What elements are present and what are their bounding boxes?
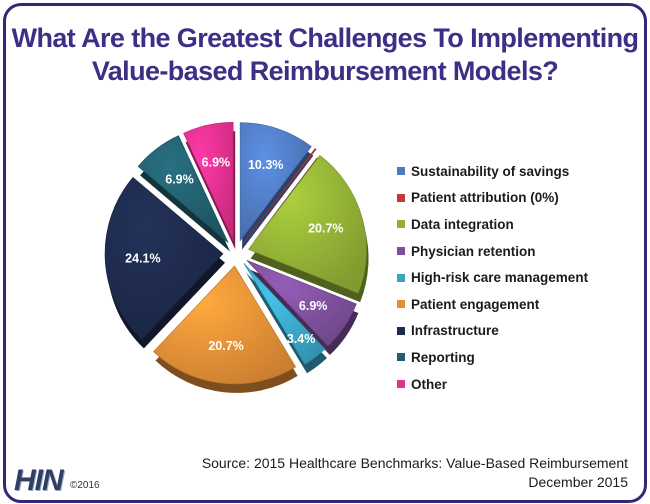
legend-label-0: Sustainability of savings: [411, 163, 570, 179]
legend-item-5: Patient engagement: [397, 291, 588, 318]
legend-swatch-2: [397, 220, 405, 229]
pie-data-label-5: 20.7%: [208, 339, 243, 353]
pie-data-label-8: 6.9%: [202, 155, 231, 169]
legend-label-8: Other: [411, 376, 448, 392]
pie-slice-high-risk-care-management: [243, 263, 326, 365]
legend-swatch-6: [397, 326, 405, 335]
legend-label-1: Patient attribution (0%): [411, 190, 559, 206]
legend-label-5: Patient engagement: [411, 296, 540, 312]
pie-slice-infrastructure: [104, 177, 224, 340]
legend-swatch-7: [397, 353, 405, 362]
legend-swatch-5: [397, 300, 405, 309]
pie-slice-data-integration: [248, 154, 367, 294]
legend-item-6: Infrastructure: [397, 318, 588, 345]
legend-swatch-3: [397, 247, 405, 256]
hin-logo: HIN ©2016: [8, 462, 118, 500]
pie-slice-other: [183, 122, 234, 241]
legend-label-7: Reporting: [411, 349, 475, 365]
legend-item-2: Data integration: [397, 211, 588, 238]
pie-data-label-7: 6.9%: [165, 172, 194, 186]
chart-title-line-2: Value-based Reimbursement Models?: [91, 56, 559, 86]
pie-data-label-4: 3.4%: [287, 332, 316, 346]
chart-legend: Sustainability of savings Patient attribu…: [397, 158, 588, 397]
legend-label-6: Infrastructure: [411, 323, 499, 339]
pie-slice-physician-retention: [246, 260, 357, 347]
legend-label-4: High-risk care management: [411, 270, 589, 286]
source-line-1: Source: 2015 Healthcare Benchmarks: Valu…: [201, 455, 628, 471]
source-note: Source: 2015 Healthcare Benchmarks: Valu…: [202, 454, 628, 492]
hin-logo-text: HIN: [14, 464, 64, 497]
legend-swatch-0: [397, 167, 405, 176]
pie-data-label-3: 6.9%: [299, 299, 328, 313]
legend-item-1: Patient attribution (0%): [397, 185, 588, 212]
copyright-note: ©2016: [70, 480, 100, 491]
legend-swatch-8: [397, 380, 405, 389]
chart-title-line-1: What Are the Greatest Challenges To Impl…: [11, 23, 639, 53]
pie-data-label-6: 24.1%: [125, 252, 160, 266]
pie-slice-patient-engagement: [153, 265, 297, 385]
legend-label-2: Data integration: [411, 216, 514, 232]
legend-swatch-4: [397, 273, 405, 282]
legend-item-7: Reporting: [397, 344, 588, 371]
legend-item-4: High-risk care management: [397, 264, 588, 291]
legend-item-8: Other: [397, 371, 588, 398]
chart-title: What Are the Greatest Challenges To Impl…: [0, 22, 650, 88]
legend-swatch-1: [397, 193, 405, 202]
pie-slice-sustainability-of-savings: [239, 122, 312, 242]
legend-label-3: Physician retention: [411, 243, 536, 259]
legend-item-0: Sustainability of savings: [397, 158, 588, 185]
pie-data-label-2: 20.7%: [308, 221, 343, 235]
pie-slice-reporting: [137, 135, 229, 243]
pie-data-label-0: 10.3%: [248, 158, 283, 172]
pie-slice-patient-attribution-0: [243, 148, 317, 243]
legend-item-3: Physician retention: [397, 238, 588, 265]
source-line-2: December 2015: [528, 474, 628, 490]
